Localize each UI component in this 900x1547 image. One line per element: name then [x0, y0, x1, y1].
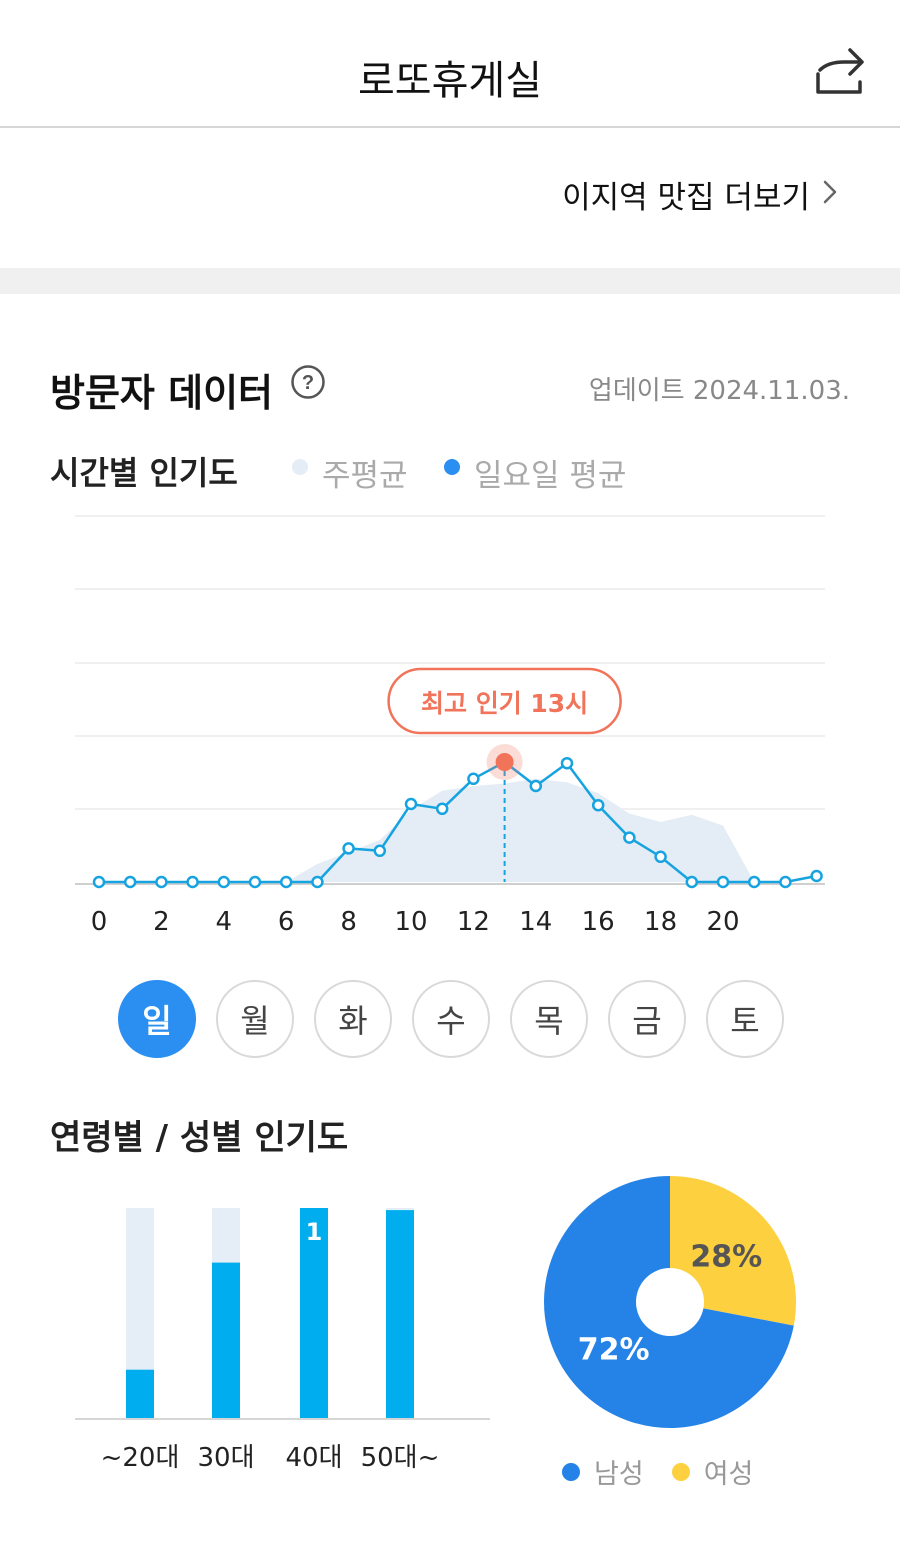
help-icon[interactable]: ? [290, 364, 326, 400]
more-restaurants-label: 이지역 맛집 더보기 [562, 180, 810, 216]
age-bar [212, 1262, 240, 1418]
x-tick-label: 4 [216, 907, 233, 937]
hourly-popularity-chart: 최고 인기 13시 0 2 4 6 8 10 12 14 16 18 20 [75, 515, 825, 937]
peak-label-badge [387, 667, 622, 735]
day-button-5[interactable]: 금 [608, 980, 686, 1058]
data-point [779, 875, 792, 889]
data-point [342, 842, 355, 855]
data-point [186, 875, 199, 889]
data-point [217, 875, 231, 889]
data-point [92, 875, 106, 889]
data-point [404, 797, 418, 811]
share-icon[interactable] [808, 40, 872, 104]
legend-weekly-average: 주평균 [292, 450, 408, 495]
day-button-6[interactable]: 토 [706, 980, 784, 1058]
gender-pie-chart: 28% 72% [544, 1176, 796, 1428]
x-tick-label: 12 [457, 907, 490, 937]
data-point [311, 875, 324, 889]
data-point [716, 875, 730, 889]
data-point [747, 875, 761, 889]
visitor-data-title: 방문자 데이터 [50, 371, 273, 415]
x-tick-label: 16 [582, 907, 615, 937]
data-point [560, 756, 574, 770]
peak-label-text: 최고 인기 13시 [421, 689, 588, 718]
x-tick-label: 0 [91, 907, 108, 937]
gender-legend-item: 여성 [671, 1452, 754, 1491]
data-point [435, 802, 449, 816]
bar-category-label: 40대 [285, 1443, 342, 1473]
peak-point [495, 753, 514, 771]
age-popularity-chart: ~20대 30대 1 40대 50대~ [75, 1208, 490, 1473]
legend-dot [562, 1462, 580, 1481]
weekly-average-area [99, 778, 817, 882]
legend-dot [671, 1462, 690, 1481]
bar-category-label: ~20대 [101, 1443, 180, 1473]
day-button-1[interactable]: 월 [216, 980, 294, 1058]
gender-legend: 남성 여성 [562, 1452, 753, 1491]
legend-dot-sunday [444, 458, 460, 475]
pie-percent-label: 72% [578, 1333, 650, 1368]
legend-weekly-label: 주평균 [322, 458, 408, 494]
data-point [529, 779, 543, 793]
age-bar [126, 1369, 154, 1418]
x-tick-label: 18 [644, 907, 677, 937]
data-point [123, 875, 137, 889]
data-point [654, 850, 667, 864]
svg-text:?: ? [302, 372, 314, 394]
data-point [373, 844, 387, 858]
legend-sunday-average: 일요일 평균 [444, 450, 626, 495]
age-gender-title: 연령별 / 성별 인기도 [50, 1118, 349, 1158]
pie-slice [670, 1176, 796, 1326]
day-button-2[interactable]: 화 [314, 980, 392, 1058]
section-divider [0, 268, 900, 294]
legend-sunday-label: 일요일 평균 [474, 458, 627, 494]
legend-dot-weekly [292, 458, 308, 475]
data-point [155, 875, 168, 889]
gender-legend-label: 남성 [594, 1459, 644, 1490]
data-point [248, 875, 262, 889]
chevron-right-icon[interactable] [822, 178, 840, 206]
more-restaurants-link[interactable]: 이지역 맛집 더보기 [562, 172, 810, 217]
bar-data-label: 1 [306, 1218, 323, 1246]
data-point [623, 831, 636, 844]
pie-center-hole [636, 1268, 704, 1336]
pie-percent-label: 28% [690, 1239, 762, 1274]
day-button-3[interactable]: 수 [412, 980, 490, 1058]
gender-legend-item: 남성 [562, 1452, 644, 1491]
data-point [467, 772, 480, 786]
data-point [279, 875, 293, 889]
day-button-0[interactable]: 일 [118, 980, 196, 1058]
x-tick-label: 2 [153, 907, 170, 937]
app-header: 로또휴게실 [0, 0, 900, 128]
bar-category-label: 50대~ [361, 1443, 440, 1473]
hourly-popularity-title: 시간별 인기도 [50, 454, 238, 492]
day-button-4[interactable]: 목 [510, 980, 588, 1058]
data-point [685, 875, 699, 889]
x-tick-label: 20 [706, 907, 739, 937]
update-date: 업데이트 2024.11.03. [588, 376, 850, 406]
page-title: 로또휴게실 [358, 58, 542, 104]
x-tick-label: 14 [519, 907, 552, 937]
x-tick-label: 6 [278, 907, 295, 937]
age-bar [300, 1208, 328, 1418]
x-tick-label: 8 [340, 907, 357, 937]
age-bar [386, 1210, 414, 1418]
data-point [810, 869, 823, 883]
x-tick-label: 10 [394, 907, 427, 937]
data-point [591, 798, 605, 812]
gender-legend-label: 여성 [703, 1459, 754, 1490]
bar-category-label: 30대 [197, 1443, 254, 1473]
